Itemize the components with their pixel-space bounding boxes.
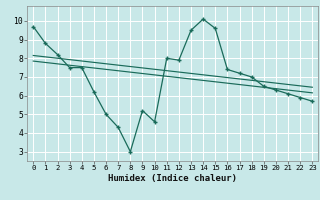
- X-axis label: Humidex (Indice chaleur): Humidex (Indice chaleur): [108, 174, 237, 183]
